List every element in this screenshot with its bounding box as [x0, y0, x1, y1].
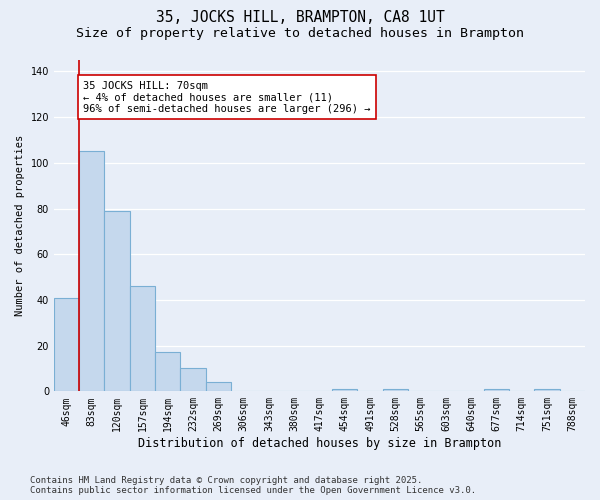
Bar — [484, 389, 509, 392]
Bar — [181, 368, 206, 392]
Text: Size of property relative to detached houses in Brampton: Size of property relative to detached ho… — [76, 28, 524, 40]
Bar — [130, 286, 155, 392]
X-axis label: Distribution of detached houses by size in Brampton: Distribution of detached houses by size … — [138, 437, 501, 450]
Text: 35 JOCKS HILL: 70sqm
← 4% of detached houses are smaller (11)
96% of semi-detach: 35 JOCKS HILL: 70sqm ← 4% of detached ho… — [83, 80, 370, 114]
Bar — [104, 211, 130, 392]
Bar — [332, 389, 358, 392]
Bar — [54, 298, 79, 392]
Text: 35, JOCKS HILL, BRAMPTON, CA8 1UT: 35, JOCKS HILL, BRAMPTON, CA8 1UT — [155, 10, 445, 25]
Y-axis label: Number of detached properties: Number of detached properties — [15, 135, 25, 316]
Bar — [155, 352, 181, 392]
Bar — [535, 389, 560, 392]
Bar — [383, 389, 408, 392]
Bar — [79, 152, 104, 392]
Bar — [206, 382, 231, 392]
Text: Contains HM Land Registry data © Crown copyright and database right 2025.
Contai: Contains HM Land Registry data © Crown c… — [30, 476, 476, 495]
